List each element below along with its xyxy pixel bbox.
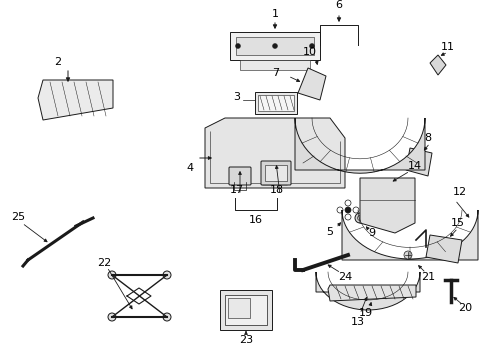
Text: 25: 25	[11, 212, 25, 222]
Text: 8: 8	[424, 133, 431, 143]
Polygon shape	[38, 80, 113, 120]
Polygon shape	[327, 285, 415, 301]
Text: 11: 11	[440, 42, 454, 52]
FancyBboxPatch shape	[224, 295, 266, 325]
Text: 5: 5	[326, 227, 333, 237]
Circle shape	[108, 271, 116, 279]
Polygon shape	[405, 148, 431, 176]
FancyBboxPatch shape	[258, 95, 293, 111]
Text: 13: 13	[350, 317, 364, 327]
Circle shape	[354, 213, 364, 223]
Circle shape	[163, 271, 171, 279]
Circle shape	[357, 216, 362, 220]
Polygon shape	[297, 68, 325, 100]
Text: 16: 16	[248, 215, 263, 225]
Text: 4: 4	[186, 163, 193, 173]
Text: 3: 3	[233, 92, 240, 102]
FancyBboxPatch shape	[227, 298, 249, 318]
Text: 6: 6	[335, 0, 342, 10]
Text: 21: 21	[420, 272, 434, 282]
Polygon shape	[429, 55, 445, 75]
Text: 20: 20	[457, 303, 471, 313]
Text: 18: 18	[269, 185, 284, 195]
Polygon shape	[425, 235, 461, 263]
Text: 10: 10	[303, 47, 316, 57]
Text: 23: 23	[239, 335, 253, 345]
Polygon shape	[315, 272, 419, 310]
Text: 7: 7	[272, 68, 279, 78]
Circle shape	[163, 313, 171, 321]
Circle shape	[235, 44, 240, 49]
FancyBboxPatch shape	[264, 165, 286, 181]
FancyBboxPatch shape	[261, 161, 290, 185]
Text: 12: 12	[452, 187, 466, 197]
Text: 2: 2	[54, 57, 61, 67]
FancyBboxPatch shape	[254, 92, 296, 114]
FancyBboxPatch shape	[220, 290, 271, 330]
FancyBboxPatch shape	[236, 37, 313, 55]
FancyBboxPatch shape	[228, 167, 250, 185]
Polygon shape	[359, 178, 414, 233]
Text: 15: 15	[450, 218, 464, 228]
FancyBboxPatch shape	[262, 171, 287, 185]
Text: 19: 19	[358, 308, 372, 318]
FancyBboxPatch shape	[229, 32, 319, 60]
Polygon shape	[341, 210, 477, 260]
Polygon shape	[294, 118, 424, 173]
Circle shape	[272, 44, 277, 49]
Circle shape	[345, 207, 350, 213]
Text: 24: 24	[337, 272, 351, 282]
Text: 9: 9	[367, 228, 375, 238]
FancyBboxPatch shape	[240, 60, 309, 70]
Text: 22: 22	[97, 258, 111, 268]
Text: 17: 17	[229, 185, 244, 195]
Circle shape	[309, 44, 314, 49]
Polygon shape	[204, 118, 345, 188]
Text: 14: 14	[407, 161, 421, 171]
Text: 1: 1	[271, 9, 278, 19]
Circle shape	[403, 251, 411, 259]
Circle shape	[108, 313, 116, 321]
